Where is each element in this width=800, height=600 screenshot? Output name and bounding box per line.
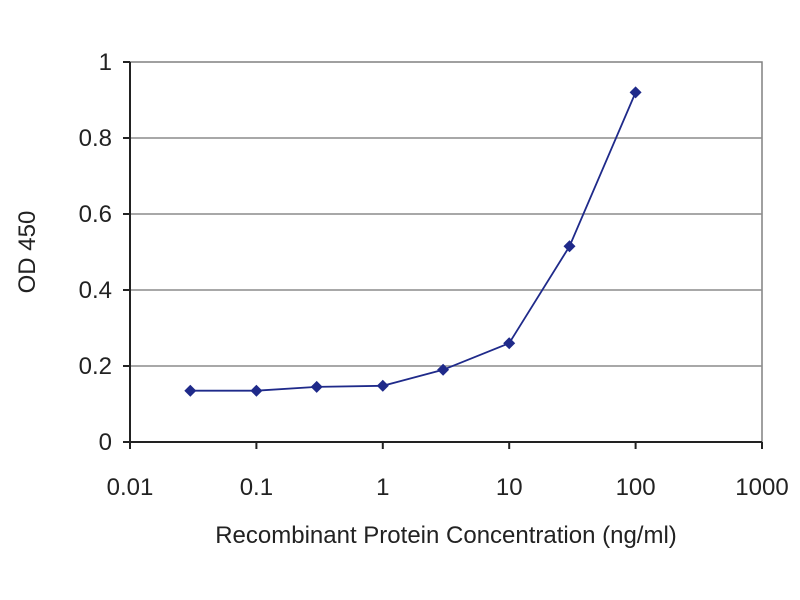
gridlines <box>130 137 762 367</box>
data-point-diamond <box>437 363 450 376</box>
x-tick-label: 100 <box>616 474 656 501</box>
x-tick-label: 0.1 <box>240 474 273 501</box>
data-point-diamond <box>563 240 576 253</box>
series-layer <box>184 86 642 397</box>
data-point-diamond <box>376 379 389 392</box>
plot-area <box>129 61 763 443</box>
x-tick-label: 0.01 <box>107 474 154 501</box>
axis-ticks: 0 0.2 0.4 0.6 0.8 1 0.01 0.1 1 10 100 1000 <box>79 49 789 501</box>
x-tick-label: 1 <box>376 474 389 501</box>
y-tick-label: 0.2 <box>79 353 112 380</box>
y-tick-label: 1 <box>99 49 112 76</box>
x-tick-label: 10 <box>496 474 523 501</box>
x-tick-label: 1000 <box>735 474 788 501</box>
y-tick-label: 0 <box>99 429 112 456</box>
data-point-diamond <box>184 384 197 397</box>
data-point-diamond <box>629 86 642 99</box>
data-point-diamond <box>503 337 516 350</box>
y-tick-label: 0.4 <box>79 277 112 304</box>
series-line <box>190 92 637 392</box>
y-axis-title: OD 450 <box>14 211 41 294</box>
data-point-diamond <box>250 384 263 397</box>
y-tick-label: 0.6 <box>79 201 112 228</box>
data-point-diamond <box>310 380 323 393</box>
x-axis-title: Recombinant Protein Concentration (ng/ml… <box>215 522 677 549</box>
y-tick-label: 0.8 <box>79 125 112 152</box>
